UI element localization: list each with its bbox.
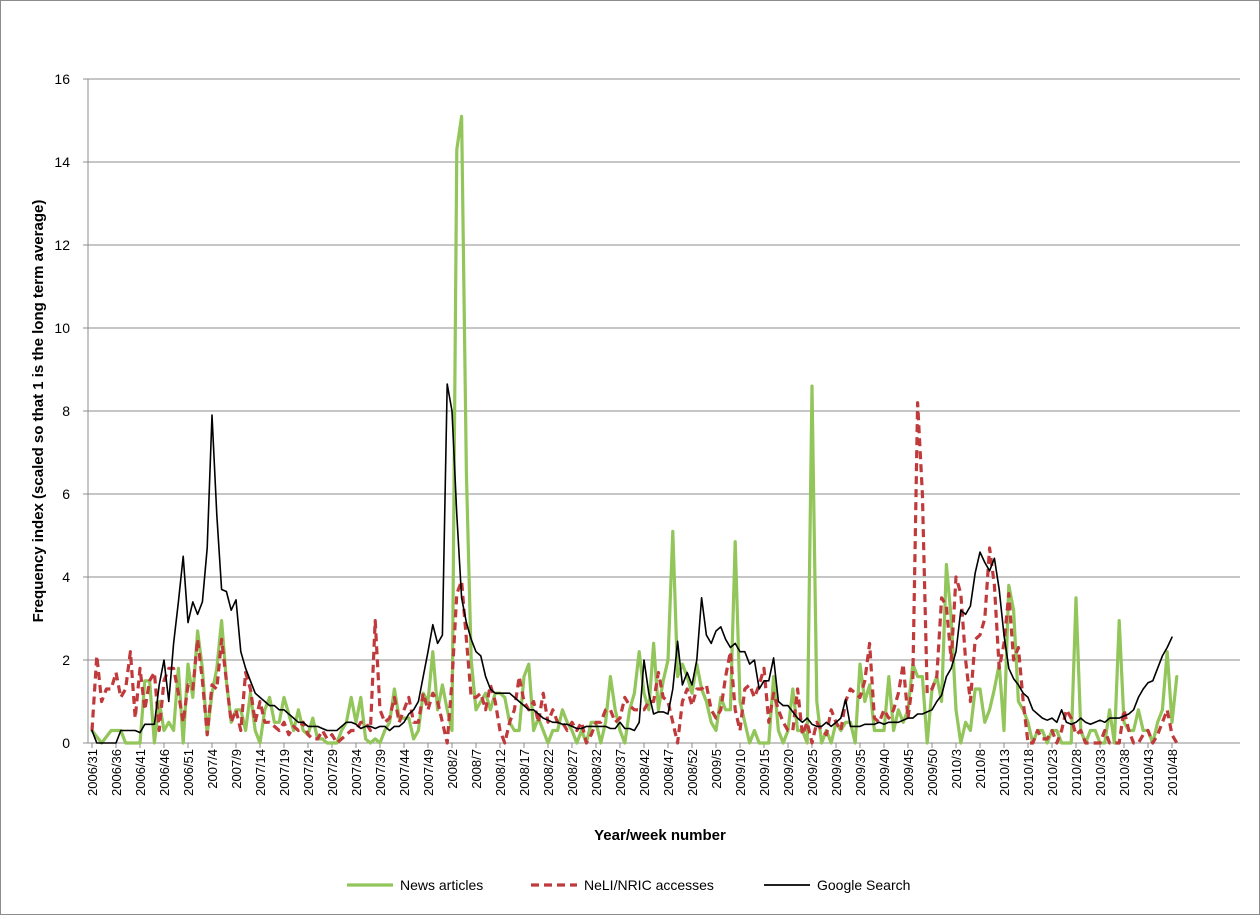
x-tick-label: 2009/50 bbox=[925, 749, 940, 796]
x-tick-label: 2010/8 bbox=[973, 749, 988, 789]
x-tick-label: 2008/2 bbox=[445, 749, 460, 789]
y-axis-title: Frequency index (scaled so that 1 is the… bbox=[30, 200, 47, 623]
x-tick-label: 2008/47 bbox=[661, 749, 676, 796]
x-tick-label: 2007/44 bbox=[397, 749, 412, 796]
x-tick-label: 2009/5 bbox=[709, 749, 724, 789]
x-tick-label: 2007/19 bbox=[277, 749, 292, 796]
x-tick-label: 2008/7 bbox=[469, 749, 484, 789]
y-tick-label: 0 bbox=[62, 735, 70, 751]
x-tick-label: 2007/29 bbox=[325, 749, 340, 796]
x-tick-label: 2010/3 bbox=[949, 749, 964, 789]
series-line-google-search bbox=[91, 383, 1173, 744]
x-tick-label: 2006/51 bbox=[181, 749, 196, 796]
series-line-neli-nric-accesses bbox=[90, 401, 1179, 745]
x-tick-label: 2009/20 bbox=[781, 749, 796, 796]
y-tick-labels: 0 2 4 6 8 10 12 14 16 bbox=[54, 71, 70, 751]
x-tick-label: 2009/45 bbox=[901, 749, 916, 796]
x-tick-label: 2009/35 bbox=[853, 749, 868, 796]
x-tick-label: 2010/48 bbox=[1165, 749, 1180, 796]
x-tick-label: 2007/49 bbox=[421, 749, 436, 796]
x-tick-label: 2009/40 bbox=[877, 749, 892, 796]
x-tick-label: 2006/31 bbox=[85, 749, 100, 796]
y-tick-label: 14 bbox=[54, 154, 70, 170]
y-tick-label: 12 bbox=[54, 237, 70, 253]
x-tick-label: 2007/34 bbox=[349, 749, 364, 796]
axes bbox=[83, 78, 1240, 748]
x-tick-label: 2009/30 bbox=[829, 749, 844, 796]
legend: News articles NeLI/NRIC accesses Google Se… bbox=[347, 877, 910, 893]
x-tick-label: 2009/15 bbox=[757, 749, 772, 796]
x-tick-labels: 2006/31 2006/36 2006/41 2006/46 2006/51 2007/… bbox=[85, 749, 1180, 796]
x-tick-label: 2009/25 bbox=[805, 749, 820, 796]
x-tick-label: 2010/18 bbox=[1021, 749, 1036, 796]
x-tick-label: 2010/13 bbox=[997, 749, 1012, 796]
x-tick-label: 2008/22 bbox=[541, 749, 556, 796]
series-lines bbox=[90, 114, 1179, 745]
gridlines bbox=[88, 78, 1240, 661]
x-tick-label: 2010/28 bbox=[1069, 749, 1084, 796]
y-tick-label: 2 bbox=[62, 652, 70, 668]
x-axis-title: Year/week number bbox=[594, 827, 726, 844]
x-tick-label: 2007/14 bbox=[253, 749, 268, 796]
x-tick-label: 2008/52 bbox=[685, 749, 700, 796]
x-tick-label: 2009/10 bbox=[733, 749, 748, 796]
x-tick-label: 2007/4 bbox=[205, 749, 220, 789]
x-tick-label: 2006/46 bbox=[157, 749, 172, 796]
x-tick-label: 2008/37 bbox=[613, 749, 628, 796]
y-tick-label: 8 bbox=[62, 403, 70, 419]
x-tick-label: 2007/39 bbox=[373, 749, 388, 796]
x-tick-label: 2008/42 bbox=[637, 749, 652, 796]
x-tick-label: 2007/9 bbox=[229, 749, 244, 789]
x-tick-label: 2008/32 bbox=[589, 749, 604, 796]
y-tick-label: 6 bbox=[62, 486, 70, 502]
x-tick-label: 2006/36 bbox=[109, 749, 124, 796]
x-tick-label: 2010/33 bbox=[1093, 749, 1108, 796]
x-tick-label: 2010/43 bbox=[1141, 749, 1156, 796]
y-tick-label: 10 bbox=[54, 320, 70, 336]
x-tick-label: 2010/23 bbox=[1045, 749, 1060, 796]
x-tick-label: 2006/41 bbox=[133, 749, 148, 796]
x-tick-label: 2010/38 bbox=[1117, 749, 1132, 796]
y-tick-label: 4 bbox=[62, 569, 70, 585]
x-tick-label: 2008/12 bbox=[493, 749, 508, 796]
x-tick-label: 2007/24 bbox=[301, 749, 316, 796]
legend-label-news-articles: News articles bbox=[400, 877, 483, 893]
y-tick-label: 16 bbox=[54, 71, 70, 87]
x-tick-label: 2008/17 bbox=[517, 749, 532, 796]
legend-label-neli-nric-accesses: NeLI/NRIC accesses bbox=[584, 877, 714, 893]
x-tick-label: 2008/27 bbox=[565, 749, 580, 796]
legend-label-google-search: Google Search bbox=[817, 877, 910, 893]
